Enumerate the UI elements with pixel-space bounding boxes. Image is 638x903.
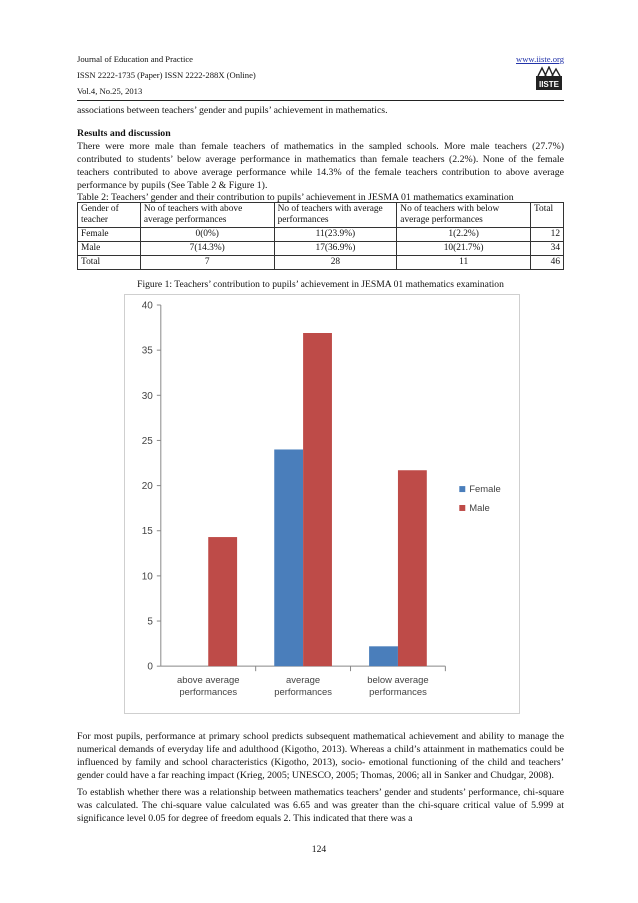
x-tick-label: above average — [177, 675, 239, 686]
table-header-cell: No of teachers with average performances — [273, 202, 398, 228]
bar-male — [397, 470, 427, 667]
table-header-cell: No of teachers with below average perfor… — [396, 202, 531, 228]
legend-label: Female — [469, 484, 500, 495]
table-cell: 28 — [273, 255, 398, 270]
table-cell: 7(14.3%) — [139, 241, 275, 256]
table-row: Total 7 28 11 46 — [77, 255, 565, 270]
table-cell: Total — [77, 255, 141, 270]
legend-label: Male — [469, 503, 489, 514]
logo-text: IISTE — [539, 80, 560, 89]
body-paragraph-2: To establish whether there was a relatio… — [77, 787, 564, 824]
bar-chart: 0 5 10 15 20 25 30 35 40 above average performance… — [124, 294, 520, 714]
body-paragraph-1: For most pupils, performance at primary … — [77, 731, 564, 781]
y-tick-label: 35 — [142, 346, 154, 357]
table-header-cell: Total — [529, 202, 565, 228]
table-cell: Female — [77, 227, 141, 242]
y-tick-label: 20 — [142, 481, 154, 492]
figure-caption: Figure 1: Teachers’ contribution to pupi… — [137, 279, 504, 290]
table-header-cell: No of teachers with above average perfor… — [139, 202, 275, 228]
bar-female — [274, 449, 304, 667]
x-tick-label: performances — [274, 687, 332, 698]
table-cell: 11(23.9%) — [273, 227, 398, 242]
x-tick-label: below average — [367, 675, 428, 686]
x-tick-label: average — [286, 675, 320, 686]
y-tick-label: 15 — [142, 526, 154, 537]
table-cell: 46 — [529, 255, 565, 270]
x-tick-label: performances — [369, 687, 427, 698]
y-tick-label: 0 — [147, 662, 153, 673]
table-cell: 17(36.9%) — [273, 241, 398, 256]
table-row: Female 0(0%) 11(23.9%) 1(2.2%) 12 — [77, 227, 565, 242]
header-divider — [77, 100, 564, 101]
bar-male — [303, 333, 332, 667]
journal-name: Journal of Education and Practice — [77, 54, 193, 64]
y-tick-label: 30 — [142, 391, 154, 402]
page-number: 124 — [311, 844, 327, 855]
table-cell: 12 — [529, 227, 565, 242]
table-cell: 7 — [139, 255, 275, 270]
legend-swatch — [459, 486, 466, 493]
issn-line: ISSN 2222-1735 (Paper) ISSN 2222-288X (O… — [77, 70, 256, 80]
results-heading-text: Results and discussion — [77, 128, 171, 139]
results-heading: Results and discussion — [77, 127, 564, 140]
table-caption: Table 2: Teachers’ gender and their cont… — [77, 192, 514, 203]
table-row: Male 7(14.3%) 17(36.9%) 10(21.7%) 34 — [77, 241, 565, 256]
iiste-logo: IISTE — [536, 65, 562, 90]
y-tick-label: 25 — [142, 436, 154, 447]
intro-line: associations between teachers’ gender an… — [77, 105, 388, 116]
x-tick-label: performances — [179, 687, 237, 698]
table-cell: 34 — [529, 241, 565, 256]
y-tick-label: 10 — [142, 571, 154, 582]
legend-swatch — [459, 504, 466, 511]
table-cell: 10(21.7%) — [396, 241, 531, 256]
website-link[interactable]: www.iiste.org — [516, 54, 564, 64]
bar-male — [208, 537, 238, 667]
table-header-cell: Gender of teacher — [77, 202, 141, 228]
table-cell: Male — [77, 241, 141, 256]
table-cell: 1(2.2%) — [396, 227, 531, 242]
results-table: Gender of teacher No of teachers with ab… — [77, 202, 565, 270]
table-cell: 11 — [396, 255, 531, 270]
y-tick-label: 5 — [147, 617, 153, 628]
results-paragraph: There were more male than female teacher… — [77, 141, 564, 191]
table-header-row: Gender of teacher No of teachers with ab… — [77, 202, 565, 228]
bar-female — [369, 646, 398, 667]
y-tick-label: 40 — [142, 300, 154, 311]
volume-line: Vol.4, No.25, 2013 — [77, 86, 143, 96]
table-cell: 0(0%) — [139, 227, 275, 242]
